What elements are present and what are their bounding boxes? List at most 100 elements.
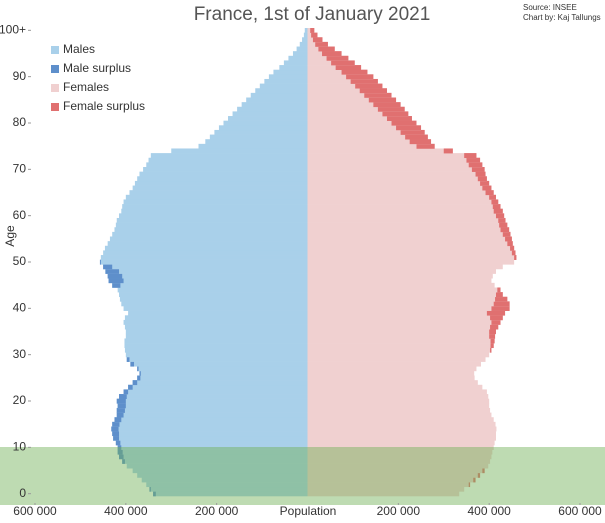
female-surplus [492, 204, 501, 210]
female-surplus [480, 180, 490, 186]
male-bar [283, 60, 308, 66]
legend-swatch [51, 84, 59, 92]
male-bar [137, 472, 308, 478]
male-bar [296, 46, 308, 52]
male-bar [132, 185, 308, 191]
male-bar [150, 153, 308, 159]
male-bar [279, 65, 308, 71]
male-bar [259, 83, 308, 89]
female-bar [307, 157, 481, 163]
male-bar [214, 129, 308, 135]
female-surplus [471, 167, 485, 172]
female-bar [307, 352, 490, 358]
male-bar [292, 51, 308, 57]
y-tick-label: 20 [13, 393, 27, 407]
male-bar [117, 403, 308, 409]
female-bar [307, 384, 483, 390]
male-surplus [116, 398, 126, 404]
male-surplus [126, 356, 130, 362]
x-tick-label: 600 000 [558, 504, 602, 518]
female-bar [307, 324, 499, 330]
male-surplus [119, 454, 124, 460]
female-bar [307, 319, 501, 325]
female-surplus [507, 241, 513, 247]
female-bar [307, 282, 495, 288]
female-surplus [489, 329, 496, 335]
female-surplus [498, 217, 506, 223]
female-bar [307, 236, 512, 242]
female-bar [307, 162, 483, 168]
male-bar [137, 176, 308, 182]
female-surplus [497, 287, 501, 293]
female-surplus [350, 78, 378, 84]
y-tick-label: 40 [13, 301, 27, 315]
female-bar [307, 129, 425, 135]
male-bar [108, 278, 308, 284]
male-surplus [122, 458, 125, 464]
male-bar [125, 352, 308, 358]
male-bar [205, 139, 308, 145]
male-bar [122, 458, 308, 464]
female-bar [307, 278, 492, 284]
y-tick-label: 90 [13, 69, 27, 83]
female-surplus [473, 477, 476, 483]
female-bar [307, 468, 485, 474]
male-bar [128, 310, 308, 316]
female-bar [307, 301, 510, 307]
female-bar [307, 231, 511, 237]
female-surplus [318, 46, 335, 52]
female-surplus [468, 162, 483, 168]
male-bar [132, 380, 308, 386]
legend-label: Males [63, 42, 95, 56]
female-bar [307, 380, 478, 386]
male-bar [125, 194, 308, 200]
female-surplus [495, 213, 505, 219]
female-bar [307, 394, 489, 399]
female-bar [307, 421, 496, 427]
male-surplus [130, 361, 135, 367]
female-bar [307, 347, 492, 353]
female-surplus [505, 236, 512, 242]
legend-swatch [51, 46, 59, 54]
female-bar [307, 171, 486, 177]
male-bar [123, 389, 308, 395]
y-tick-label: 70 [13, 161, 27, 175]
male-surplus [99, 259, 101, 265]
female-surplus [489, 333, 496, 339]
female-bar [307, 375, 475, 381]
female-bar [307, 125, 422, 131]
female-bar [307, 296, 508, 302]
male-surplus [107, 273, 123, 279]
y-tick-label: 100+ [0, 22, 26, 36]
female-bar [307, 241, 513, 247]
male-surplus [139, 370, 141, 376]
male-bar [105, 268, 308, 274]
male-bar [273, 69, 308, 75]
male-bar [115, 440, 308, 446]
female-surplus [416, 143, 435, 149]
male-bar [117, 287, 308, 293]
male-surplus [115, 440, 121, 446]
female-bar [307, 83, 383, 89]
male-bar [125, 329, 308, 335]
female-bar [307, 454, 492, 460]
male-surplus [116, 412, 124, 418]
female-surplus [493, 208, 503, 214]
female-bar [307, 199, 499, 205]
female-surplus [490, 324, 499, 330]
female-surplus [491, 306, 510, 311]
female-surplus [400, 129, 425, 135]
female-bar [307, 134, 428, 140]
female-surplus [312, 37, 323, 43]
male-bar [146, 162, 308, 168]
male-surplus [128, 384, 133, 390]
female-surplus [359, 88, 387, 94]
female-bar [307, 412, 492, 418]
female-surplus [391, 120, 417, 126]
male-bar [143, 167, 308, 172]
male-bar [132, 468, 308, 474]
male-bar [123, 199, 308, 205]
female-surplus [382, 111, 409, 117]
x-axis-label: Population [280, 504, 337, 518]
female-bar [307, 176, 487, 182]
